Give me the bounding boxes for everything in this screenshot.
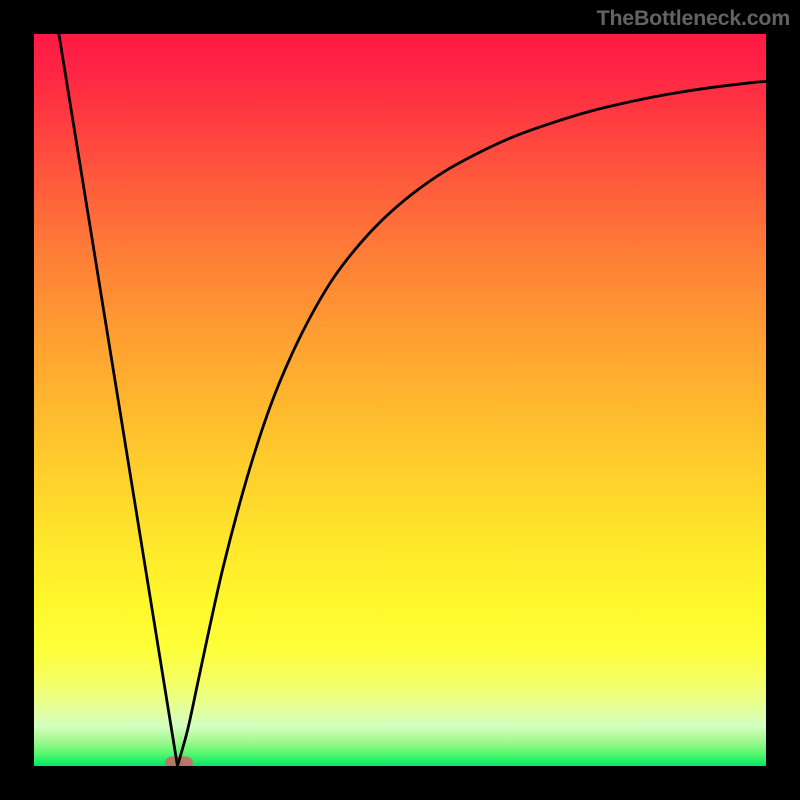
chart-border <box>0 766 800 800</box>
chart-border <box>0 0 34 800</box>
chart-container: TheBottleneck.com <box>0 0 800 800</box>
bottleneck-curve-chart <box>0 0 800 800</box>
watermark-text: TheBottleneck.com <box>597 6 790 31</box>
plot-area <box>34 34 766 770</box>
chart-border <box>766 0 800 800</box>
gradient-background <box>34 34 766 766</box>
